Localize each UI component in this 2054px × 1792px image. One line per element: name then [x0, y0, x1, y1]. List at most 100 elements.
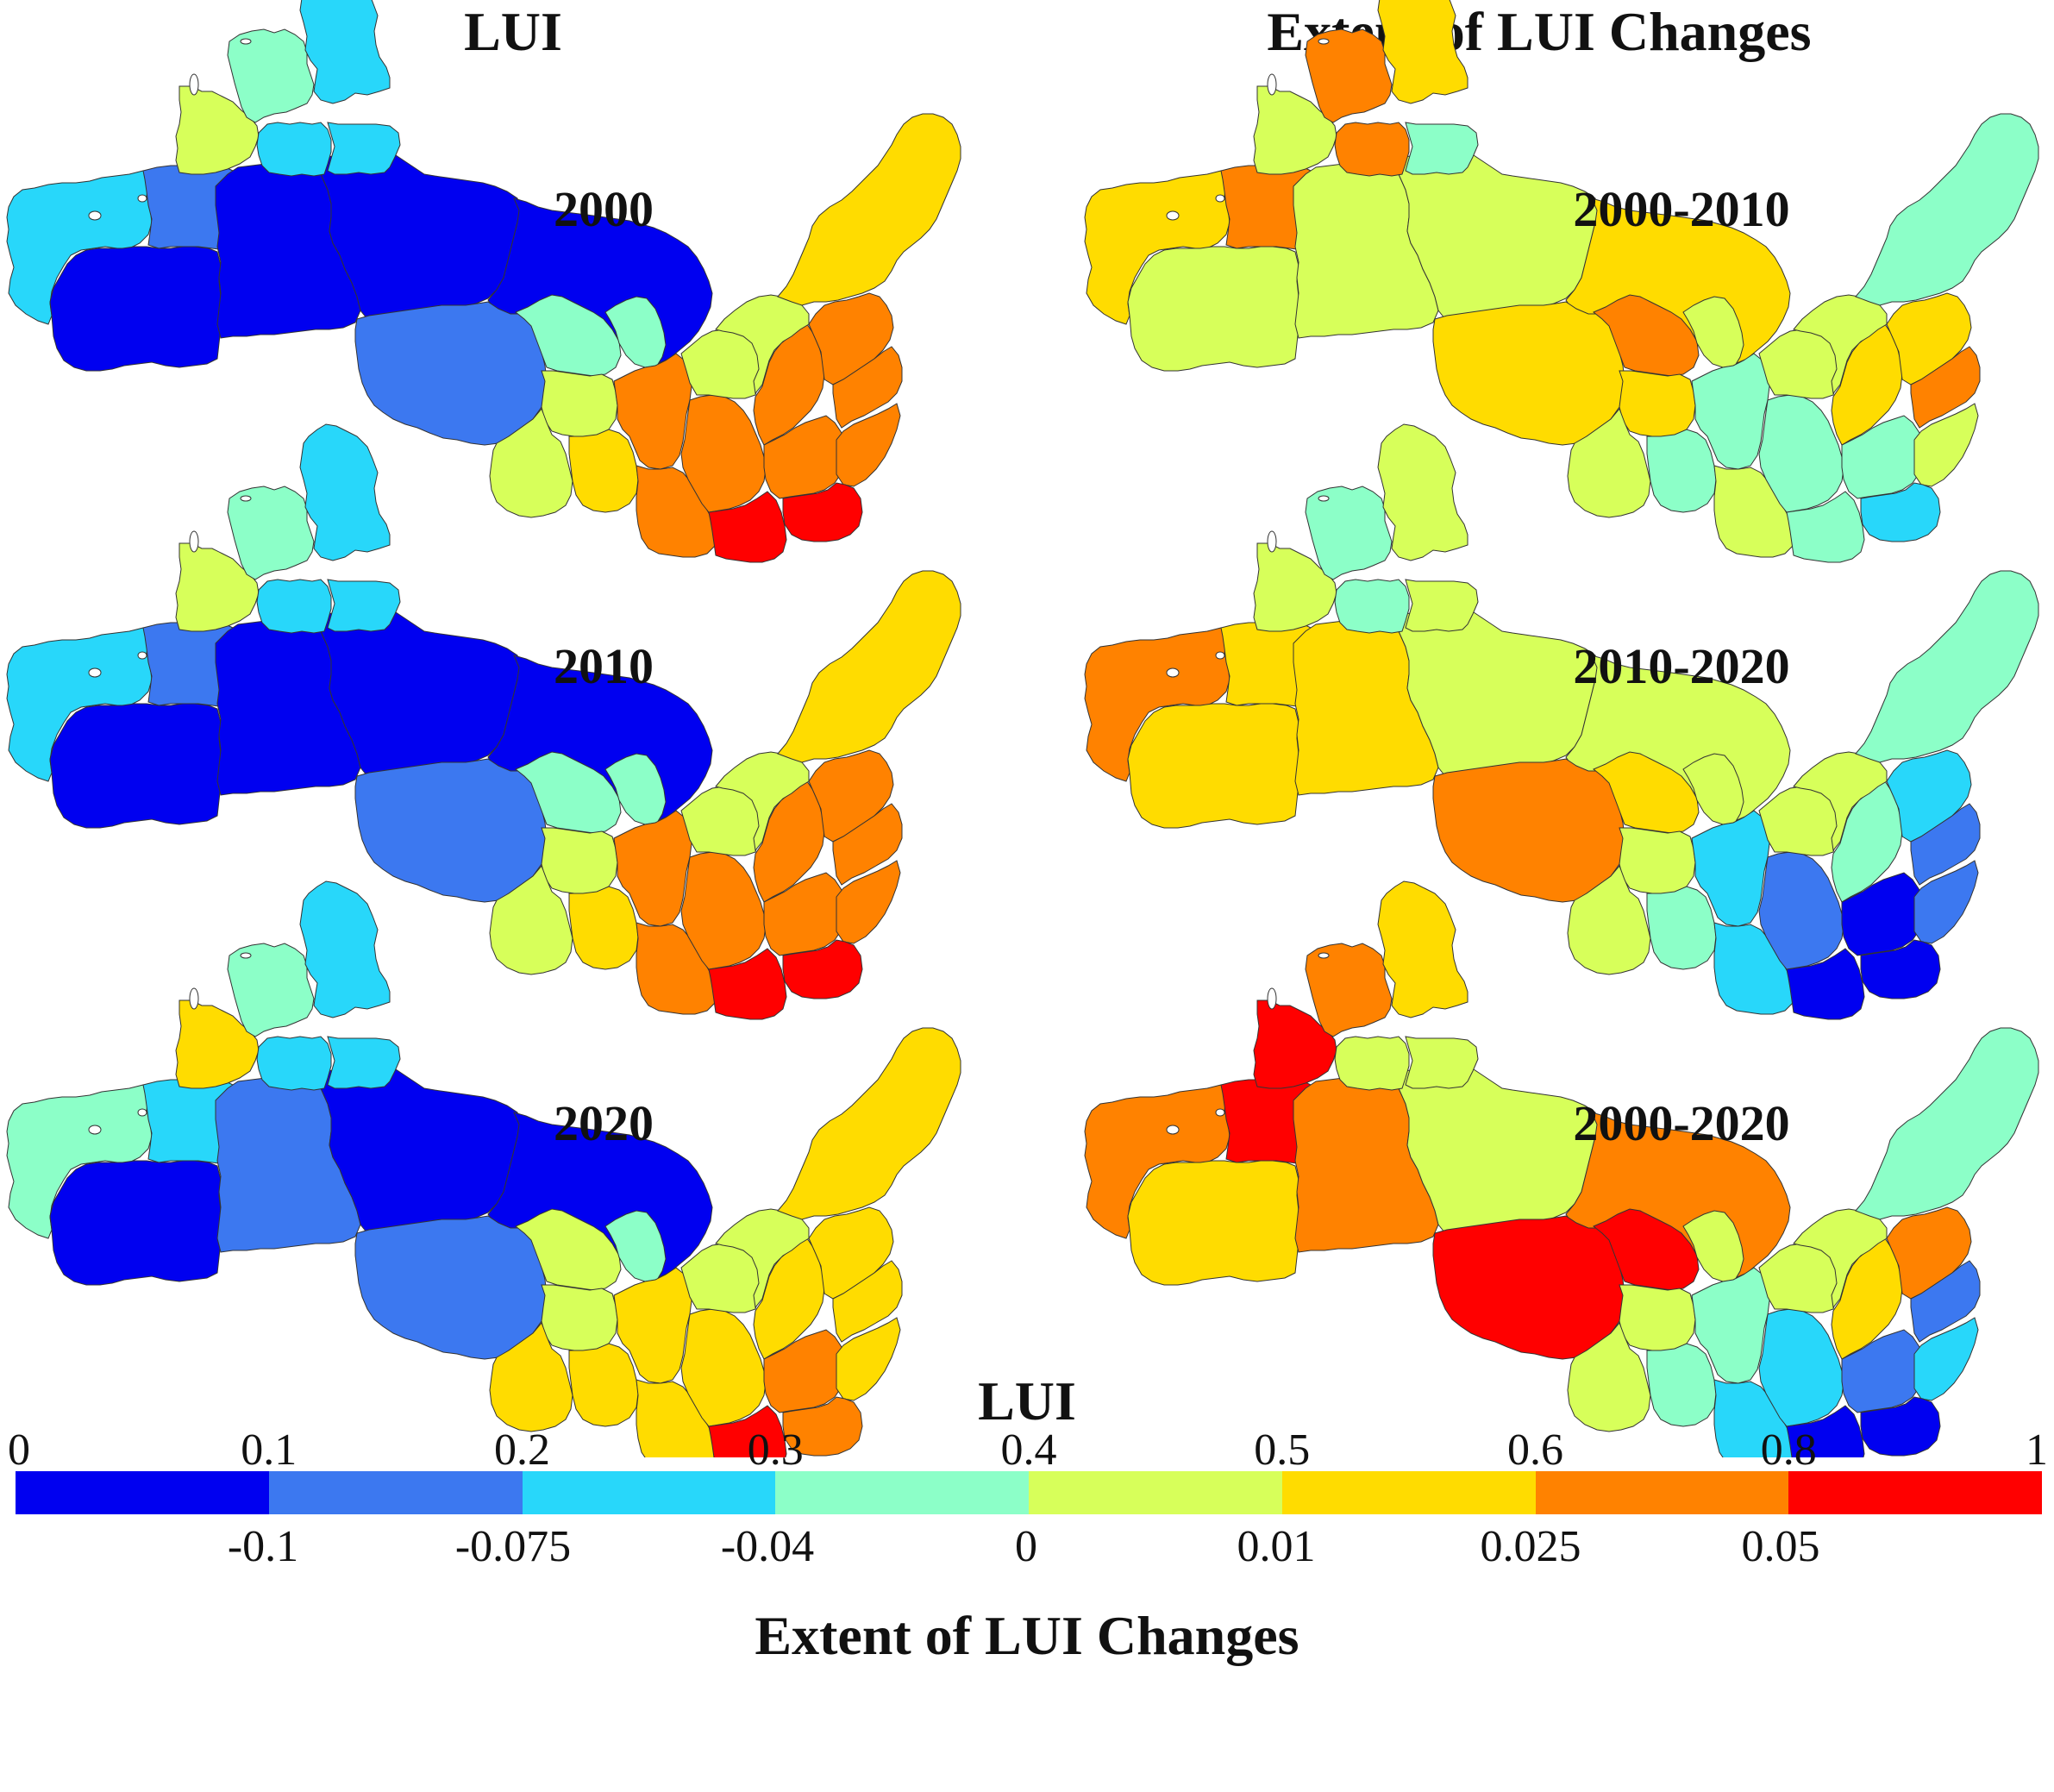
legend-swatch-3: [775, 1471, 1029, 1514]
lui-tick-label: 0.4: [1000, 1425, 1057, 1475]
lake-shape: [1215, 1108, 1225, 1117]
region-nw3: [175, 999, 260, 1089]
lake-shape: [137, 194, 147, 203]
region-sc3: [541, 827, 618, 894]
region-se1: [1713, 922, 1796, 1015]
region-ne2: [808, 1206, 894, 1300]
region-wt3: [1127, 1160, 1299, 1286]
region-se7: [782, 1396, 863, 1457]
region-sc2: [604, 1210, 667, 1282]
region-sc3: [541, 1284, 618, 1351]
lake-shape: [240, 952, 252, 959]
region-ns4: [256, 122, 332, 177]
change-tick-label: 0.025: [1480, 1522, 1581, 1571]
region-nw3: [1253, 999, 1337, 1089]
region-ns1: [1377, 880, 1468, 1018]
lake-shape: [1166, 667, 1180, 678]
region-ns4: [1334, 122, 1410, 177]
region-se2: [1758, 394, 1844, 513]
region-e3: [1793, 294, 1888, 395]
region-ss1: [489, 1322, 573, 1432]
region-se6: [836, 860, 901, 944]
region-se3: [1786, 948, 1865, 1020]
region-ss1: [1567, 865, 1651, 975]
lake-shape: [88, 210, 102, 221]
region-sc3: [541, 370, 618, 437]
region-ns1: [299, 423, 391, 561]
lake-shape: [1318, 495, 1330, 502]
panel-label-2000-2010: 2000-2010: [1573, 181, 1789, 237]
legend-swatch-4: [1029, 1471, 1282, 1514]
lake-shape: [88, 1125, 102, 1135]
panel-label-2020: 2020: [554, 1095, 654, 1151]
region-sw: [1432, 1215, 1625, 1360]
region-ne2: [808, 292, 894, 385]
region-ne: [777, 570, 961, 763]
region-se1: [636, 1379, 718, 1457]
map-panel-2010: [6, 423, 961, 1020]
region-se3: [708, 491, 787, 563]
map-panel-2020: [6, 880, 961, 1457]
region-nw3: [175, 85, 260, 175]
region-sc2: [604, 753, 667, 825]
region-se2: [680, 1308, 767, 1427]
region-se2: [680, 851, 767, 970]
legend-title-changes: Extent of LUI Changes: [755, 1605, 1299, 1666]
region-ns5: [327, 122, 401, 175]
region-ns4: [1334, 579, 1410, 634]
lake-shape: [189, 73, 199, 96]
region-ns1: [299, 880, 391, 1018]
region-ne: [1855, 570, 2039, 763]
lui-tick-label: 0: [8, 1425, 30, 1475]
region-wt3: [49, 1160, 222, 1286]
region-ss3: [613, 1267, 692, 1384]
lake-shape: [189, 987, 199, 1010]
map-panels: 2000 2000-2010 2010 2010-2020 2020 2000-2020: [6, 0, 2039, 1457]
region-se1: [1713, 1379, 1796, 1457]
region-sc3: [1619, 370, 1696, 437]
lake-shape: [88, 667, 102, 678]
legend-swatch-5: [1281, 1471, 1536, 1514]
region-wt3: [1127, 246, 1299, 372]
lake-shape: [1267, 73, 1277, 96]
region-se5: [1910, 1260, 1981, 1343]
region-se5: [832, 346, 903, 429]
map-panel-2000-2020: [1084, 880, 2039, 1457]
region-e3: [1793, 1208, 1888, 1309]
region-ss1: [489, 865, 573, 975]
region-wt1: [6, 1084, 153, 1239]
region-se1: [636, 922, 718, 1015]
region-se3: [1786, 1405, 1865, 1457]
lake-shape: [137, 651, 147, 660]
region-sc1: [515, 751, 622, 834]
region-ns2: [227, 943, 315, 1037]
region-sc2: [1682, 753, 1744, 825]
region-ns5: [1405, 122, 1479, 175]
region-se7: [1860, 939, 1941, 999]
region-se7: [782, 939, 863, 999]
region-ns1: [1377, 423, 1468, 561]
change-tick-label: 0.01: [1237, 1522, 1316, 1571]
legend-color-bar: [16, 1471, 2042, 1514]
region-ss1: [1567, 1322, 1651, 1432]
region-ss2: [568, 886, 639, 970]
change-tick-label: -0.075: [454, 1522, 572, 1571]
region-ss2: [1646, 429, 1717, 513]
region-e3: [715, 1208, 810, 1309]
lui-tick-label: 1: [2026, 1425, 2048, 1475]
region-se7: [1860, 482, 1941, 542]
region-wt3: [1127, 703, 1299, 829]
region-e3: [715, 294, 810, 395]
region-se2: [1758, 1308, 1844, 1427]
lake-shape: [189, 530, 199, 553]
region-sc1: [1593, 294, 1700, 377]
region-sc1: [515, 294, 622, 377]
region-ss1: [489, 408, 573, 518]
lui-tick-label: 0.2: [494, 1425, 550, 1475]
region-se2: [1758, 851, 1844, 970]
left-column-title: LUI: [464, 1, 562, 62]
region-ne: [777, 113, 961, 306]
region-sc2: [1682, 296, 1744, 368]
region-sw: [1432, 301, 1625, 446]
region-ns1: [1377, 0, 1468, 104]
